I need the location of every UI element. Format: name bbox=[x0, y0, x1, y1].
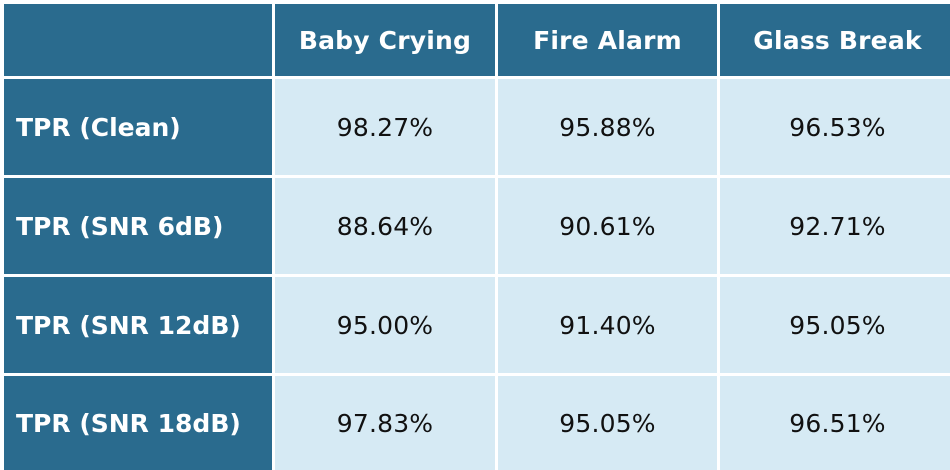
table-cell: 96.51% bbox=[720, 376, 950, 470]
table-cell: 97.83% bbox=[275, 376, 495, 470]
row-header-snr-12db: TPR (SNR 12dB) bbox=[4, 277, 272, 373]
results-table: Baby Crying Fire Alarm Glass Break TPR (… bbox=[4, 4, 950, 470]
corner-cell bbox=[4, 4, 272, 76]
table-cell: 96.53% bbox=[720, 79, 950, 175]
table-cell: 95.05% bbox=[720, 277, 950, 373]
row-header-snr-18db: TPR (SNR 18dB) bbox=[4, 376, 272, 470]
column-header-baby-crying: Baby Crying bbox=[275, 4, 495, 76]
table-cell: 95.00% bbox=[275, 277, 495, 373]
table-cell: 92.71% bbox=[720, 178, 950, 274]
table-cell: 95.88% bbox=[498, 79, 717, 175]
table-cell: 88.64% bbox=[275, 178, 495, 274]
table-cell: 90.61% bbox=[498, 178, 717, 274]
column-header-glass-break: Glass Break bbox=[720, 4, 950, 76]
row-header-clean: TPR (Clean) bbox=[4, 79, 272, 175]
table-cell: 95.05% bbox=[498, 376, 717, 470]
column-header-fire-alarm: Fire Alarm bbox=[498, 4, 717, 76]
table-cell: 98.27% bbox=[275, 79, 495, 175]
table-cell: 91.40% bbox=[498, 277, 717, 373]
row-header-snr-6db: TPR (SNR 6dB) bbox=[4, 178, 272, 274]
